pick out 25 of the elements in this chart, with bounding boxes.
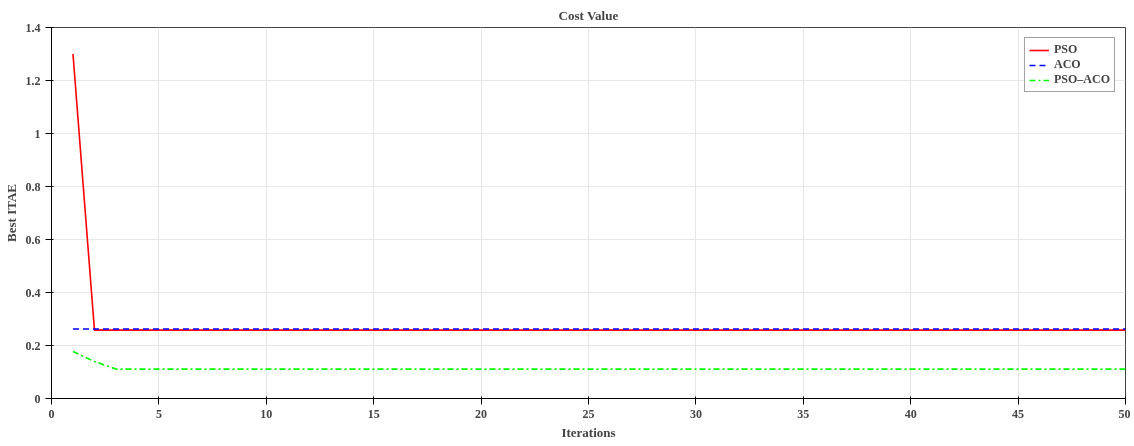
legend-label: PSO	[1053, 42, 1078, 57]
x-tick-label: 15	[367, 406, 380, 421]
y-tick-label: 1.4	[25, 20, 41, 35]
y-tick-label: 0.2	[25, 338, 41, 353]
y-tick-label: 0.8	[25, 179, 41, 194]
x-tick-label: 10	[260, 406, 273, 421]
y-tick-label: 0.4	[25, 285, 41, 300]
x-tick-label: 50	[1118, 406, 1131, 421]
y-tick-label: 0	[34, 391, 41, 406]
y-tick-label: 1	[34, 126, 41, 141]
y-tick-label: 0.6	[25, 232, 41, 247]
x-tick-label: 25	[582, 406, 595, 421]
x-tick-label: 40	[904, 406, 917, 421]
x-tick-label: 5	[155, 406, 162, 421]
chart-title: Cost Value	[558, 7, 619, 23]
legend-label: PSO–ACO	[1053, 72, 1110, 87]
x-tick-label: 30	[689, 406, 702, 421]
y-axis-title: Best ITAE	[3, 184, 19, 242]
x-axis-title: Iterations	[561, 424, 616, 440]
x-tick-label: 45	[1012, 406, 1025, 421]
x-tick-label: 0	[48, 406, 55, 421]
x-tick-label: 35	[797, 406, 810, 421]
legend-label: ACO	[1053, 57, 1081, 72]
x-tick-label: 20	[475, 406, 488, 421]
y-tick-label: 1.2	[25, 73, 41, 88]
